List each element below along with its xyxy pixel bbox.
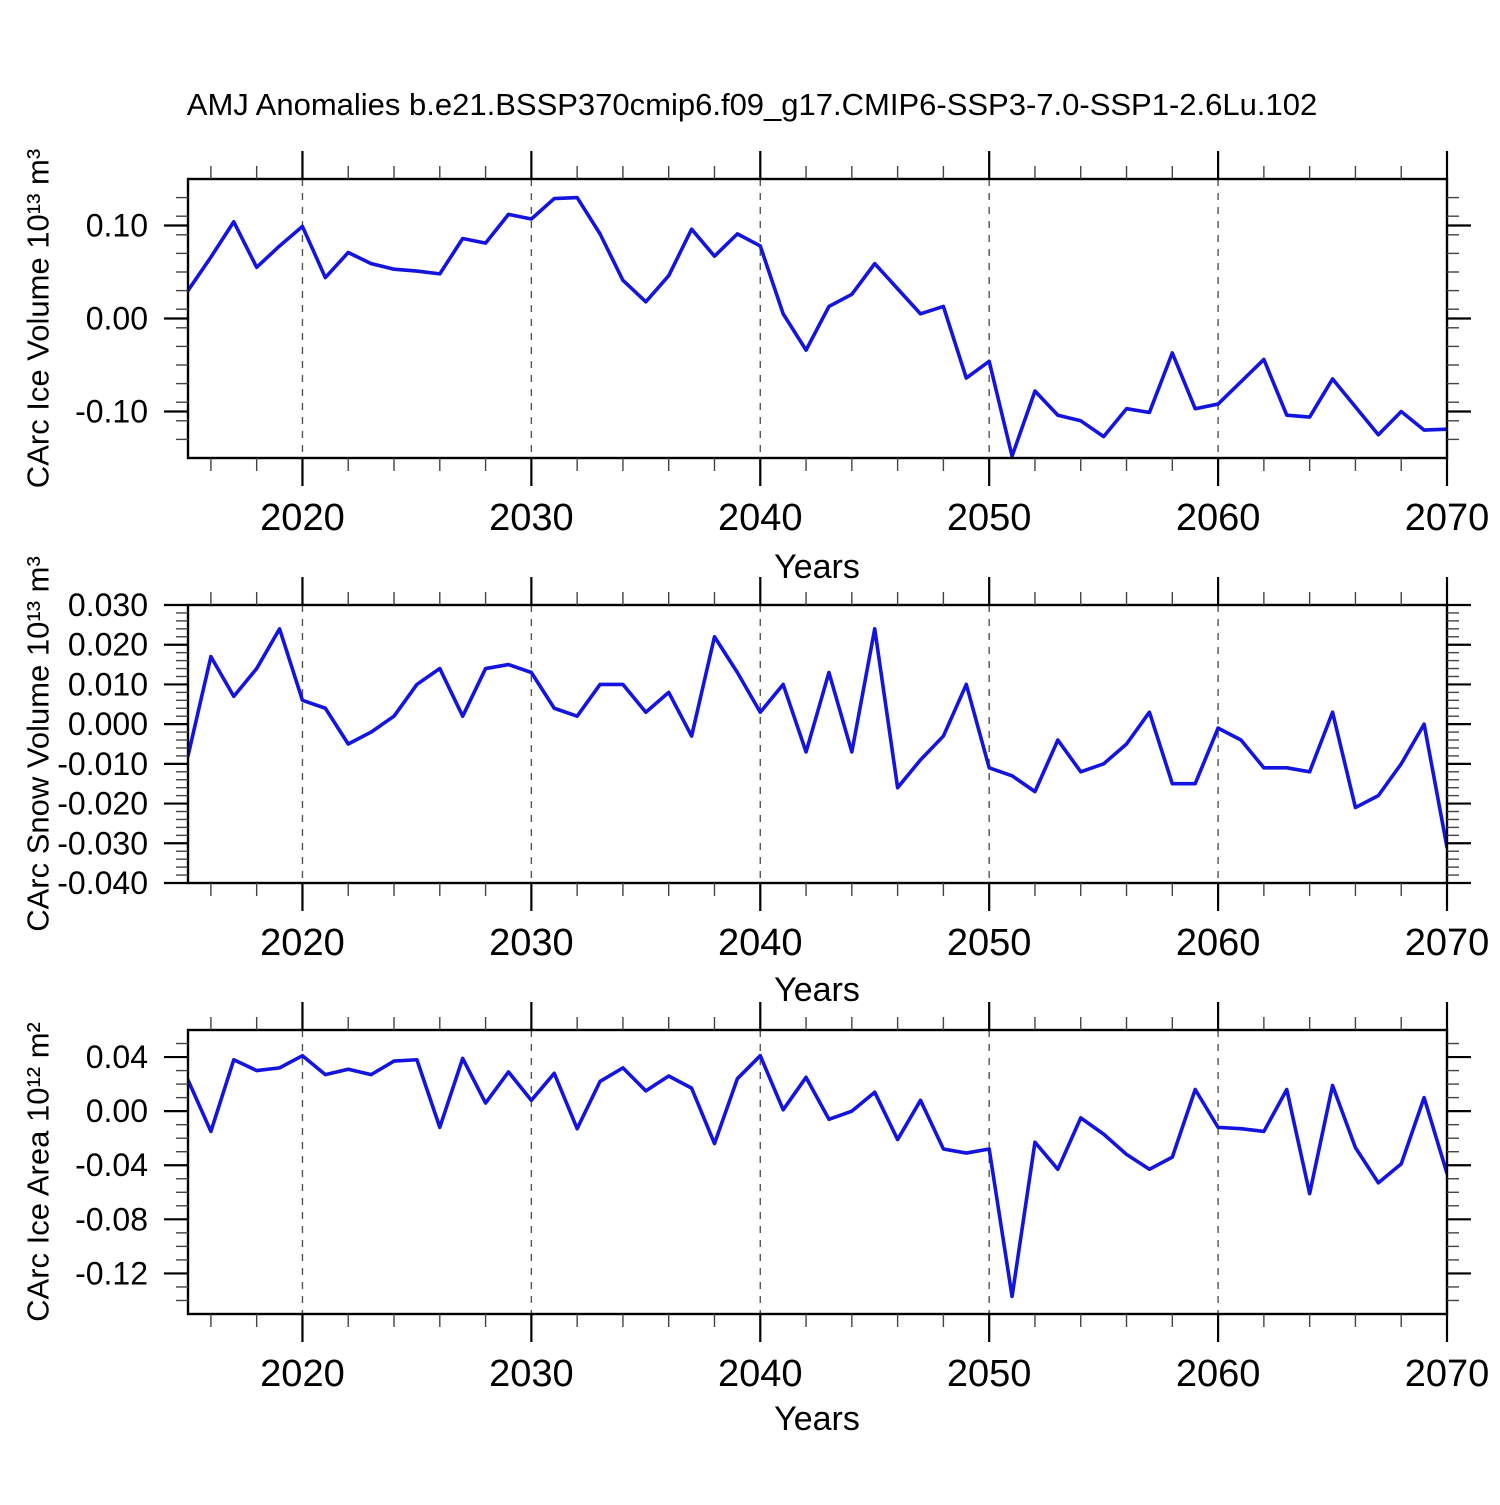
- ice-area-panel: 2020 2030 2040 2050 2060 2070 0.04 0.00 -0.04 -0.…: [75, 1002, 1489, 1395]
- y-tick-label: 0.00: [86, 1093, 148, 1129]
- x-tick-label: 2020: [260, 497, 345, 539]
- axes-frame: [186, 603, 1449, 885]
- ice-area-x-axis-label: Years: [774, 1400, 860, 1438]
- y-tick-label: 0.010: [68, 666, 148, 702]
- x-tick-label: 2050: [947, 922, 1032, 964]
- anomaly-line-series: [188, 1053, 1447, 1299]
- snow-volume-x-axis-label: Years: [774, 971, 860, 1009]
- x-tick-labels: 2020 2030 2040 2050 2060 2070: [260, 1353, 1489, 1395]
- x-tick-labels: 2020 2030 2040 2050 2060 2070: [260, 922, 1489, 964]
- ice-area-y-axis-label: CArc Ice Area 10¹² m²: [21, 1022, 56, 1322]
- y-tick-label: -0.08: [75, 1201, 148, 1237]
- anomaly-line-series: [188, 627, 1447, 850]
- x-tick-label: 2030: [489, 497, 574, 539]
- y-tick-label: -0.020: [57, 786, 148, 822]
- x-tick-label: 2060: [1176, 922, 1261, 964]
- x-tick-label: 2070: [1405, 1353, 1490, 1395]
- x-tick-label: 2050: [947, 1353, 1032, 1395]
- y-tick-label: 0.10: [86, 208, 148, 244]
- axes-frame: [186, 1028, 1449, 1316]
- decade-gridlines: [301, 1030, 1219, 1314]
- x-tick-label: 2040: [718, 497, 803, 539]
- y-tick-label: -0.010: [57, 746, 148, 782]
- y-tick-label: -0.040: [57, 865, 148, 901]
- tick-marks: [164, 151, 1471, 486]
- chart-title: AMJ Anomalies b.e21.BSSP370cmip6.f09_g17…: [187, 87, 1317, 122]
- tick-marks: [164, 1002, 1471, 1342]
- y-tick-label: 0.030: [68, 587, 148, 623]
- x-tick-label: 2030: [489, 1353, 574, 1395]
- snow-volume-y-axis-label: CArc Snow Volume 10¹³ m³: [21, 556, 56, 932]
- decade-gridlines: [301, 179, 1219, 458]
- tick-marks: [164, 577, 1471, 911]
- snow-volume-panel: 2020 2030 2040 2050 2060 20700.0300.0200.0100…: [57, 577, 1489, 964]
- x-tick-label: 2070: [1405, 922, 1490, 964]
- x-tick-labels: 2020 2030 2040 2050 2060 2070: [260, 497, 1489, 539]
- y-tick-label: -0.12: [75, 1255, 148, 1291]
- x-tick-label: 2050: [947, 497, 1032, 539]
- y-tick-label: -0.10: [75, 394, 148, 430]
- ice-volume-y-axis-label: CArc Ice Volume 10¹³ m³: [21, 149, 56, 488]
- x-tick-label: 2060: [1176, 497, 1261, 539]
- decade-gridlines: [301, 605, 1219, 883]
- y-tick-label: -0.030: [57, 825, 148, 861]
- y-tick-label: 0.04: [86, 1039, 148, 1075]
- x-tick-label: 2020: [260, 922, 345, 964]
- x-tick-label: 2040: [718, 1353, 803, 1395]
- x-tick-label: 2040: [718, 922, 803, 964]
- x-tick-label: 2060: [1176, 1353, 1261, 1395]
- axes-frame: [186, 177, 1449, 460]
- anomaly-line-series: [188, 195, 1447, 458]
- y-tick-label: 0.00: [86, 301, 148, 337]
- y-tick-label: 0.020: [68, 627, 148, 663]
- x-tick-label: 2020: [260, 1353, 345, 1395]
- y-tick-labels: 0.10 0.00 -0.10: [75, 208, 148, 430]
- y-tick-labels: 0.04 0.00 -0.04 -0.08 -0.12: [75, 1039, 148, 1291]
- x-tick-label: 2030: [489, 922, 574, 964]
- ice-volume-x-axis-label: Years: [774, 548, 860, 586]
- ice-volume-panel: 2020 2030 2040 2050 2060 2070 0.10 0.00 -0.10: [75, 151, 1489, 539]
- y-tick-label: 0.000: [68, 706, 148, 742]
- x-tick-label: 2070: [1405, 497, 1490, 539]
- y-tick-label: -0.04: [75, 1147, 148, 1183]
